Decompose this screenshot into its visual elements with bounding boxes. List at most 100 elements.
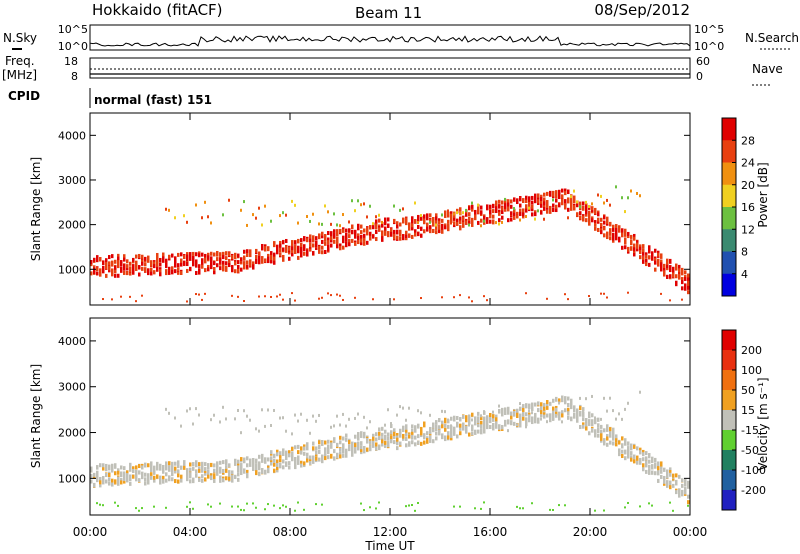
data-cell xyxy=(687,285,690,290)
data-cell xyxy=(174,258,177,263)
data-cell xyxy=(426,216,429,221)
nave-tick-bottom: 0 xyxy=(696,70,703,83)
data-cell xyxy=(144,481,147,486)
data-cell xyxy=(114,265,117,270)
data-cell xyxy=(411,440,414,445)
data-cell xyxy=(546,402,549,407)
data-cell xyxy=(90,271,93,276)
data-cell xyxy=(246,502,248,505)
data-cell xyxy=(186,254,189,259)
data-cell xyxy=(441,409,443,413)
data-cell xyxy=(273,454,276,459)
data-cell xyxy=(264,258,267,263)
data-cell xyxy=(174,262,177,267)
data-cell xyxy=(294,203,296,207)
data-cell xyxy=(105,262,108,267)
colorbar-tick-label: 200 xyxy=(741,344,762,357)
data-cell xyxy=(504,207,507,212)
data-cell xyxy=(126,264,129,269)
data-cell xyxy=(525,208,528,213)
data-cell xyxy=(642,452,645,457)
colorbar-tick-label: 20 xyxy=(741,179,755,192)
data-cell xyxy=(609,230,612,235)
data-cell xyxy=(315,419,317,423)
data-cell xyxy=(339,440,342,445)
data-cell xyxy=(582,422,585,427)
data-cell xyxy=(291,249,294,254)
data-cell xyxy=(513,208,516,213)
data-cell xyxy=(360,238,363,243)
data-cell xyxy=(282,465,285,470)
x-tick-label: 20:00 xyxy=(573,525,608,539)
data-cell xyxy=(99,476,102,481)
data-cell xyxy=(441,229,444,234)
data-cell xyxy=(276,462,279,467)
data-cell xyxy=(378,218,381,223)
data-cell xyxy=(267,253,270,258)
data-cell xyxy=(171,472,174,477)
data-cell xyxy=(324,241,327,246)
data-cell xyxy=(537,408,540,413)
data-cell xyxy=(468,212,471,217)
data-cell xyxy=(393,431,396,436)
data-cell xyxy=(246,469,249,474)
data-cell xyxy=(336,244,339,249)
data-cell xyxy=(408,233,411,238)
data-cell xyxy=(105,467,108,472)
data-cell xyxy=(294,463,297,468)
data-cell xyxy=(528,409,530,413)
data-cell xyxy=(249,262,252,267)
data-cell xyxy=(366,447,369,452)
data-cell xyxy=(384,229,387,234)
data-cell xyxy=(99,503,101,506)
data-cell xyxy=(681,277,684,282)
colorbar-swatch xyxy=(722,410,736,431)
data-cell xyxy=(435,216,438,221)
data-cell xyxy=(309,461,312,466)
colorbar-swatch xyxy=(722,330,736,351)
data-cell xyxy=(486,419,489,424)
data-cell xyxy=(96,474,99,479)
data-cell xyxy=(582,410,584,414)
data-cell xyxy=(402,434,405,439)
data-cell xyxy=(477,411,480,416)
data-cell xyxy=(543,412,546,417)
data-cell xyxy=(222,264,225,269)
data-cell xyxy=(270,423,272,427)
data-cell xyxy=(396,413,398,417)
data-cell xyxy=(570,204,573,209)
data-cell xyxy=(396,446,399,451)
data-cell xyxy=(237,464,240,469)
data-cell xyxy=(675,480,678,485)
data-cell xyxy=(480,424,483,429)
data-cell xyxy=(156,252,159,257)
data-cell xyxy=(216,469,219,474)
data-cell xyxy=(180,258,183,263)
x-tick-label: 04:00 xyxy=(173,525,208,539)
data-cell xyxy=(312,441,315,446)
data-cell xyxy=(483,410,485,414)
data-cell xyxy=(318,457,321,462)
data-cell xyxy=(306,458,309,463)
data-cell xyxy=(669,265,672,270)
data-cell xyxy=(342,245,345,250)
data-cell xyxy=(306,452,309,457)
data-cell xyxy=(465,418,468,423)
data-cell xyxy=(552,411,555,416)
data-cell xyxy=(684,478,687,483)
velocity-colorbar-label: Velocity [m s⁻¹] xyxy=(756,377,770,470)
data-cell xyxy=(192,256,195,261)
data-cell xyxy=(660,474,663,479)
data-cell xyxy=(618,238,621,243)
data-cell xyxy=(195,203,197,207)
data-cell xyxy=(621,245,624,250)
data-cell xyxy=(600,230,603,235)
data-cell xyxy=(186,469,189,474)
data-cell xyxy=(450,211,453,216)
data-cell xyxy=(489,417,491,421)
data-cell xyxy=(402,425,405,430)
data-cell xyxy=(132,468,135,473)
data-cell xyxy=(501,409,504,414)
data-cell xyxy=(435,427,438,432)
data-cell xyxy=(135,265,138,270)
